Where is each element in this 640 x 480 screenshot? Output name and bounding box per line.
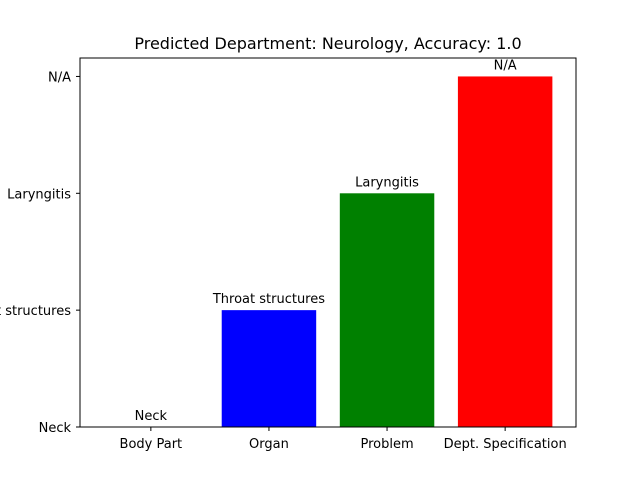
x-tick-label-0: Body Part <box>120 437 183 452</box>
data-label-3: N/A <box>494 58 517 73</box>
data-label-2: Laryngitis <box>355 175 419 190</box>
y-tick-label-2: Laryngitis <box>7 187 71 202</box>
y-tick-label-3: N/A <box>48 70 71 85</box>
bar-2 <box>339 193 435 427</box>
y-tick-label-0: Neck <box>39 421 72 436</box>
x-tick-label-2: Problem <box>360 437 413 452</box>
bar-3 <box>457 76 553 427</box>
data-label-1: Throat structures <box>212 292 325 307</box>
x-tick-label-3: Dept. Specification <box>444 437 567 452</box>
chart-title: Predicted Department: Neurology, Accurac… <box>134 34 521 53</box>
bar-1 <box>221 310 317 427</box>
y-tick-label-1: Throat structures <box>0 304 71 319</box>
data-label-0: Neck <box>135 409 168 424</box>
x-tick-label-1: Organ <box>249 437 289 452</box>
plot-frame <box>79 57 577 428</box>
